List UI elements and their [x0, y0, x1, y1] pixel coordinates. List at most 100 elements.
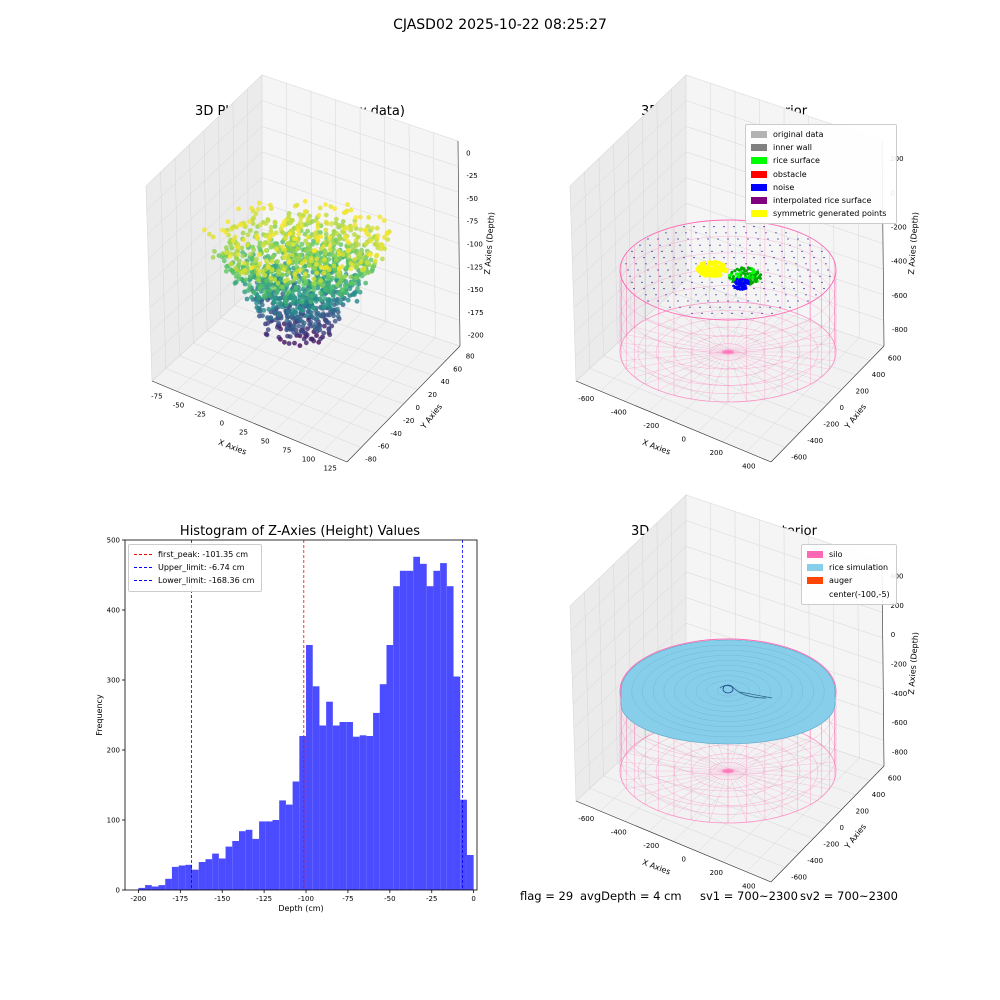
raw-point — [345, 297, 351, 303]
raw-point — [358, 227, 364, 233]
raw-point — [290, 252, 295, 258]
grid-point — [807, 238, 809, 240]
histogram-bar — [339, 722, 347, 890]
y-tick-label: 20 — [428, 391, 437, 399]
raw-point — [368, 252, 373, 258]
raw-point — [277, 312, 282, 318]
noise-point — [743, 278, 747, 281]
legend-swatch — [807, 577, 823, 585]
grid-point — [755, 263, 757, 265]
raw-point — [293, 284, 299, 290]
silo-floor-spoke — [727, 770, 798, 811]
grid-point — [755, 294, 757, 296]
grid-point — [695, 232, 697, 234]
grid-point — [661, 250, 663, 252]
gridline-z — [150, 228, 460, 333]
grid-point — [665, 263, 667, 265]
x-axis-label: X Axies — [641, 438, 672, 457]
raw-point — [223, 268, 229, 274]
raw-point — [327, 247, 333, 253]
raw-point — [352, 257, 357, 262]
x-axis-label: X Axies — [641, 858, 672, 877]
raw-point — [301, 336, 307, 342]
center-marker — [722, 684, 734, 694]
legend-entry: auger — [807, 574, 891, 587]
grid-point — [775, 294, 777, 296]
x-tick-label: 0 — [682, 855, 686, 863]
grid-point — [667, 300, 669, 302]
grid-point — [753, 257, 755, 259]
legend-label: Upper_limit: -6.74 cm — [158, 563, 245, 573]
rice-surface-point — [737, 268, 741, 272]
raw-point — [254, 305, 260, 310]
gridline-x — [273, 116, 387, 432]
grid-point — [755, 232, 757, 234]
grid-point — [705, 232, 707, 234]
y-axis-line — [770, 345, 885, 463]
grid-point — [703, 226, 705, 228]
grid-point — [783, 257, 785, 259]
grid-point — [683, 288, 685, 290]
z-tick-label: 0 — [466, 149, 470, 157]
grid-point — [679, 244, 681, 246]
raw-point — [297, 343, 303, 348]
raw-point — [242, 223, 248, 228]
raw-point — [256, 295, 262, 301]
grid-point — [697, 238, 699, 240]
raw-point — [349, 280, 355, 286]
raw-point — [246, 219, 252, 225]
grid-point — [777, 269, 779, 271]
raw-point — [279, 263, 285, 269]
silo-floor-spoke — [626, 351, 729, 370]
grid-point — [805, 294, 807, 296]
x-tick-label: -200 — [130, 895, 146, 903]
silo-top-rim — [619, 219, 837, 321]
silo-floor-spoke — [727, 753, 830, 772]
histogram-bar — [319, 725, 327, 890]
y-tick-label: 40 — [441, 378, 450, 386]
grid-point — [689, 275, 691, 277]
z-axis-label: Z Axies (Depth) — [907, 632, 920, 695]
raw-point — [326, 327, 332, 333]
silo-floor-spoke — [727, 351, 835, 361]
grid-point — [819, 275, 821, 277]
raw-point — [329, 221, 334, 227]
legend-entry: first_peak: -101.35 cm — [134, 548, 256, 561]
raw-point — [346, 248, 352, 253]
raw-point — [236, 262, 242, 267]
grid-point — [661, 281, 663, 283]
raw-point — [335, 306, 340, 312]
grid-point — [803, 257, 805, 259]
grid-point — [653, 288, 655, 290]
grid-point — [669, 306, 671, 308]
plot1-raw-data: -75-50-250255075100125-80-60-40-20020406… — [145, 74, 496, 473]
raw-point — [296, 279, 302, 285]
raw-point — [256, 206, 261, 212]
silo-floor-spoke — [727, 334, 830, 353]
noise-point — [734, 280, 738, 283]
x-tick-label: -200 — [643, 842, 659, 850]
raw-point — [281, 219, 287, 225]
raw-point — [335, 240, 341, 246]
y-axis-label: Y Axies — [418, 402, 444, 431]
grid-point — [797, 238, 799, 240]
grid-point — [769, 306, 771, 308]
raw-point — [311, 281, 317, 286]
x-tick-label: -600 — [578, 815, 594, 823]
raw-point — [311, 284, 317, 290]
grid-point — [697, 300, 699, 302]
raw-point — [224, 250, 229, 256]
legend-swatch — [807, 564, 823, 572]
raw-point — [296, 212, 302, 217]
raw-point — [269, 259, 275, 265]
raw-point — [353, 238, 359, 243]
raw-point — [292, 340, 297, 346]
silo-floor-spoke — [658, 313, 729, 353]
raw-point — [265, 240, 271, 246]
z-axis-label: Z Axies (Depth) — [907, 212, 920, 275]
y-axis-label: Y Axies — [842, 822, 868, 851]
y-axis-label: Y Axies — [842, 402, 868, 431]
x-tick-label: -125 — [256, 895, 272, 903]
silo-floor-spoke — [727, 351, 798, 391]
symmetric-point — [697, 266, 701, 270]
